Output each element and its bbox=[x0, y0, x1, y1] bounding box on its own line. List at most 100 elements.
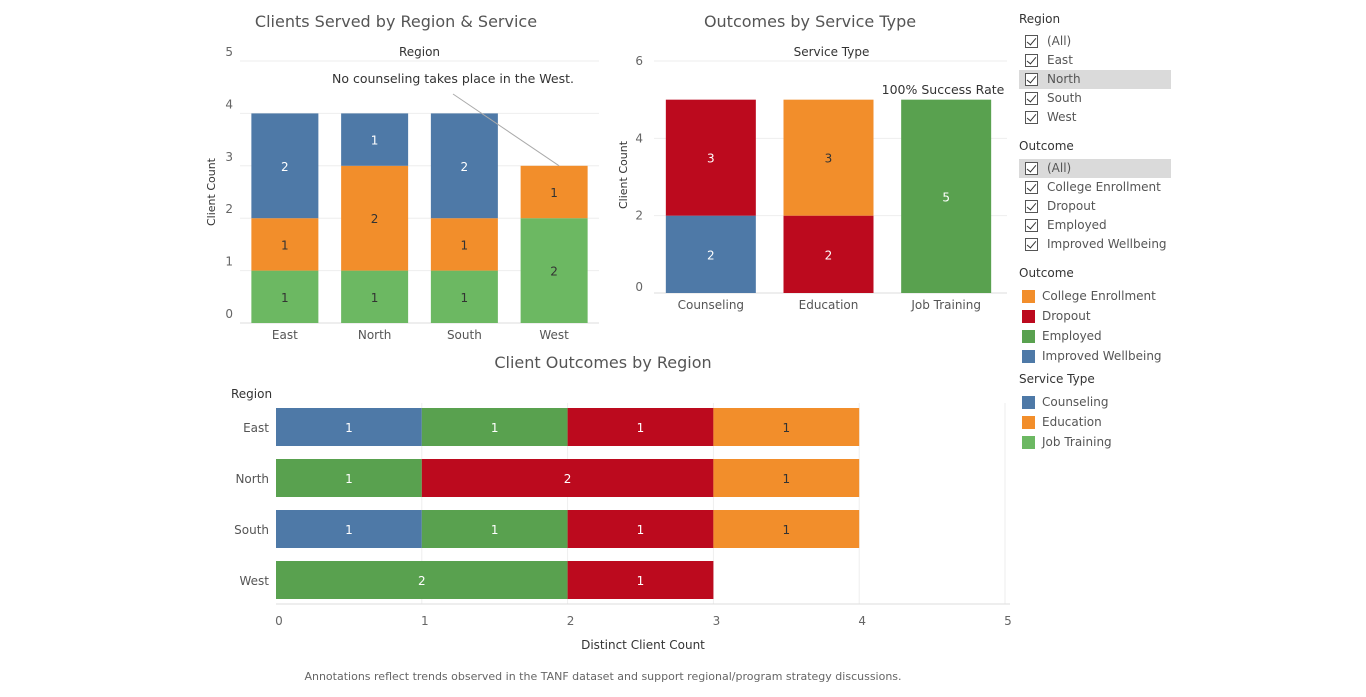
chart1-bar-label: 1 bbox=[281, 238, 289, 252]
checkbox-checked-icon[interactable] bbox=[1025, 92, 1038, 105]
chart1-bar-label: 1 bbox=[461, 238, 469, 252]
chart1-bar-north-education bbox=[341, 165, 409, 271]
chart1-xtick: East bbox=[272, 328, 298, 342]
chart-outcomes-by-region: Region 0 1 2 3 4 5 Distinct Client Count East 1 1 1… bbox=[231, 387, 1012, 652]
chart-clients-by-region-service: Region 0 1 2 3 4 5 Client Count 1 1 2 East 1 2 1 North 1… bbox=[205, 45, 599, 342]
chart3-bar-label: 2 bbox=[564, 472, 572, 486]
checkbox-checked-icon[interactable] bbox=[1025, 238, 1038, 251]
legend-swatch bbox=[1022, 415, 1035, 429]
outcome-legend-item[interactable]: Employed bbox=[1019, 326, 1179, 346]
region-filter-option[interactable]: South bbox=[1019, 89, 1171, 108]
chart2-ytick: 4 bbox=[635, 131, 643, 145]
chart1-bar-label: 1 bbox=[461, 291, 469, 305]
chart3-xlabel: Distinct Client Count bbox=[581, 638, 705, 652]
chart3-ytick: South bbox=[234, 523, 269, 537]
checkbox-checked-icon[interactable] bbox=[1025, 200, 1038, 213]
chart3-ytick: West bbox=[239, 574, 269, 588]
outcome-filter-option[interactable]: Dropout bbox=[1019, 197, 1171, 216]
outcome-legend-label: College Enrollment bbox=[1042, 289, 1156, 303]
outcome-legend: Outcome College Enrollment Dropout Employe… bbox=[1019, 265, 1179, 366]
outcome-filter-option[interactable]: Employed bbox=[1019, 216, 1171, 235]
outcome-legend-item[interactable]: Improved Wellbeing bbox=[1019, 346, 1179, 366]
region-filter-option[interactable]: West bbox=[1019, 108, 1171, 127]
outcome-filter: Outcome (All) College Enrollment Dropout Em… bbox=[1019, 138, 1171, 254]
chart3-bar-label: 1 bbox=[345, 472, 353, 486]
chart2-ytick: 2 bbox=[635, 209, 643, 223]
chart3-bar-west-employed bbox=[276, 561, 568, 599]
service-legend-item[interactable]: Counseling bbox=[1019, 392, 1179, 412]
chart1-bar-label: 2 bbox=[281, 160, 289, 174]
service-legend-item[interactable]: Education bbox=[1019, 412, 1179, 432]
checkbox-checked-icon[interactable] bbox=[1025, 111, 1038, 124]
outcome-filter-option-label: (All) bbox=[1047, 161, 1072, 175]
chart1-bar-west-job-training bbox=[520, 218, 588, 323]
chart1-bar-label: 2 bbox=[371, 212, 379, 226]
chart2-bar-counseling-dropout bbox=[665, 99, 756, 216]
chart3-bar-label: 1 bbox=[637, 523, 645, 537]
chart3-bar-east-improved-wellbeing bbox=[276, 408, 422, 446]
region-filter-option[interactable]: North bbox=[1019, 70, 1171, 89]
checkbox-checked-icon[interactable] bbox=[1025, 54, 1038, 67]
outcome-filter-option[interactable]: College Enrollment bbox=[1019, 178, 1171, 197]
chart3-title: Client Outcomes by Region bbox=[494, 353, 712, 372]
region-filter-option-label: South bbox=[1047, 91, 1082, 105]
outcome-legend-label: Employed bbox=[1042, 329, 1102, 343]
chart3-xtick: 2 bbox=[567, 614, 575, 628]
region-filter: Region (All) East North South West bbox=[1019, 11, 1171, 127]
footer-note: Annotations reflect trends observed in t… bbox=[304, 670, 902, 683]
chart2-ytick: 6 bbox=[635, 54, 643, 68]
chart3-bar-label: 1 bbox=[782, 472, 790, 486]
chart1-ytick: 0 bbox=[225, 307, 233, 321]
checkbox-checked-icon[interactable] bbox=[1025, 181, 1038, 194]
chart1-xtick: North bbox=[358, 328, 392, 342]
chart2-xtick: Education bbox=[799, 298, 859, 312]
checkbox-checked-icon[interactable] bbox=[1025, 219, 1038, 232]
chart1-header: Region bbox=[399, 45, 440, 59]
outcome-legend-item[interactable]: Dropout bbox=[1019, 306, 1179, 326]
legend-swatch bbox=[1022, 349, 1035, 363]
chart3-row-header: Region bbox=[231, 387, 272, 401]
outcome-filter-option[interactable]: (All) bbox=[1019, 159, 1171, 178]
chart1-annotation-line bbox=[452, 93, 560, 167]
outcome-filter-option[interactable]: Improved Wellbeing bbox=[1019, 235, 1171, 254]
chart1-ytick: 3 bbox=[225, 150, 233, 164]
legend-swatch bbox=[1022, 289, 1035, 303]
chart3-bar-south-college-enrollment bbox=[713, 510, 860, 548]
chart3-bar-west-dropout bbox=[567, 561, 714, 599]
chart3-xtick: 4 bbox=[858, 614, 866, 628]
chart3-bar-south-dropout bbox=[567, 510, 714, 548]
region-filter-option-label: East bbox=[1047, 53, 1073, 67]
checkbox-checked-icon[interactable] bbox=[1025, 35, 1038, 48]
chart3-ytick: North bbox=[235, 472, 269, 486]
region-filter-option[interactable]: (All) bbox=[1019, 32, 1171, 51]
chart3-bar-east-college-enrollment bbox=[713, 408, 860, 446]
service-legend: Service Type Counseling Education Job Trai… bbox=[1019, 371, 1179, 452]
chart1-xtick: South bbox=[447, 328, 482, 342]
region-filter-option[interactable]: East bbox=[1019, 51, 1171, 70]
chart3-bar-north-college-enrollment bbox=[713, 459, 860, 497]
service-legend-label: Job Training bbox=[1042, 435, 1112, 449]
chart3-ytick: East bbox=[243, 421, 269, 435]
outcome-legend-label: Dropout bbox=[1042, 309, 1091, 323]
checkbox-checked-icon[interactable] bbox=[1025, 162, 1038, 175]
checkbox-checked-icon[interactable] bbox=[1025, 73, 1038, 86]
chart1-title: Clients Served by Region & Service bbox=[254, 12, 538, 31]
chart3-bar-north-dropout bbox=[421, 459, 714, 497]
chart2-bar-label: 5 bbox=[942, 190, 950, 204]
chart3-bar-label: 1 bbox=[637, 421, 645, 435]
chart-outcomes-by-service: Service Type 0 2 4 6 Client Count 2 3 Counseling… bbox=[617, 45, 1007, 312]
chart3-xtick: 3 bbox=[713, 614, 721, 628]
service-legend-item[interactable]: Job Training bbox=[1019, 432, 1179, 452]
legend-swatch bbox=[1022, 395, 1035, 409]
legend-swatch bbox=[1022, 435, 1035, 449]
chart2-bar-label: 3 bbox=[707, 152, 715, 166]
chart1-bar-label: 1 bbox=[550, 186, 558, 200]
chart2-bar-education-dropout bbox=[783, 215, 874, 293]
chart3-bar-north-employed bbox=[276, 459, 422, 497]
region-filter-title: Region bbox=[1019, 12, 1061, 26]
outcome-legend-item[interactable]: College Enrollment bbox=[1019, 286, 1179, 306]
service-legend-title: Service Type bbox=[1019, 372, 1095, 386]
chart1-bar-east-job-training bbox=[251, 270, 319, 323]
chart1-bar-label: 1 bbox=[371, 291, 379, 305]
chart2-bar-counseling-improved-wellbeing bbox=[665, 215, 756, 293]
